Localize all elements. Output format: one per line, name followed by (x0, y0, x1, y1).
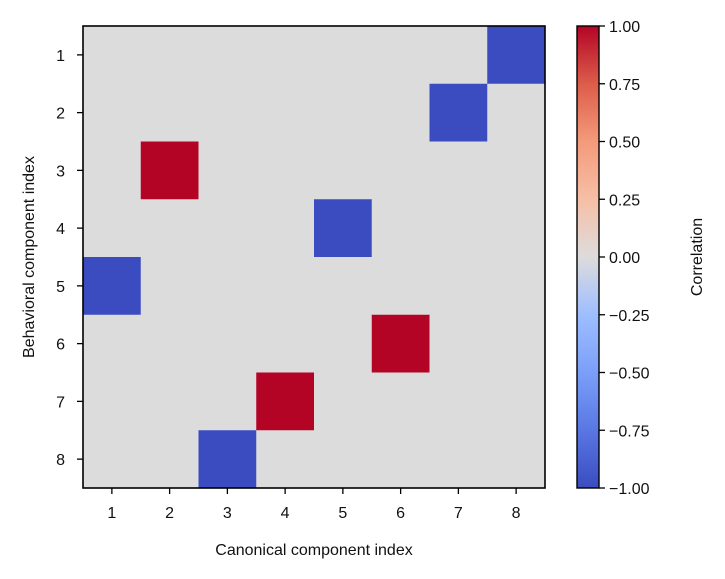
heatmap-cell (314, 314, 373, 373)
x-axis-label: Canonical component index (215, 542, 412, 559)
colorbar-tick-label: 0.25 (609, 192, 640, 209)
colorbar-tick-label: −0.75 (609, 423, 650, 440)
heatmap-cell (429, 430, 488, 489)
heatmap-cell (429, 314, 488, 373)
heatmap-cell (429, 26, 488, 85)
plot-frame (82, 25, 546, 489)
heatmap-cell (83, 26, 142, 85)
heatmap-cell (371, 199, 430, 258)
heatmap-cell (140, 372, 199, 431)
colorbar-ticks: 1.00 0.75 0.50 0.25 0.00 −0.25 −0.50 −0.75 −1.00 (599, 19, 650, 498)
heatmap-cell (83, 199, 142, 258)
heatmap-cell (371, 314, 430, 373)
colorbar-tick-label: −0.25 (609, 308, 650, 325)
heatmap-cell (487, 314, 546, 373)
heatmap-cell (487, 199, 546, 258)
heatmap-cell (487, 257, 546, 316)
heatmap-cell (371, 372, 430, 431)
heatmap-cell (256, 199, 315, 258)
heatmap-cell (487, 430, 546, 489)
heatmap-cell (83, 83, 142, 142)
heatmap-cell (198, 372, 257, 431)
heatmap-cells (83, 26, 546, 489)
heatmap-cell (256, 257, 315, 316)
heatmap-cell (371, 26, 430, 85)
heatmap-cell (314, 430, 373, 489)
heatmap-cell (198, 141, 257, 200)
colorbar-tick-label: 0.50 (609, 135, 640, 152)
y-tick-label: 4 (56, 221, 65, 238)
heatmap-cell (256, 83, 315, 142)
y-tick-label: 2 (56, 106, 65, 123)
heatmap-cell (140, 199, 199, 258)
heatmap-cell (83, 430, 142, 489)
heatmap-cell (371, 141, 430, 200)
x-tick-label: 6 (396, 505, 405, 522)
heatmap-cell (140, 83, 199, 142)
x-tick-label: 4 (281, 505, 290, 522)
y-tick-label: 7 (56, 394, 65, 411)
colorbar (576, 25, 600, 489)
y-axis-label: Behavioral component index (21, 156, 38, 358)
colorbar-tick-label: −1.00 (609, 481, 650, 498)
heatmap-cell (371, 257, 430, 316)
heatmap-cell (314, 199, 373, 258)
x-tick-label: 8 (512, 505, 521, 522)
heatmap-cell (256, 26, 315, 85)
heatmap-cell (83, 257, 142, 316)
heatmap-cell (256, 141, 315, 200)
colorbar-label: Correlation (689, 218, 706, 296)
heatmap-cell (487, 83, 546, 142)
y-tick-label: 3 (56, 163, 65, 180)
heatmap-cell (314, 83, 373, 142)
heatmap-cell (429, 141, 488, 200)
heatmap-cell (314, 141, 373, 200)
x-tick-label: 1 (107, 505, 116, 522)
heatmap-cell (429, 199, 488, 258)
y-tick-label: 5 (56, 279, 65, 296)
heatmap-cell (198, 314, 257, 373)
heatmap-cell (83, 372, 142, 431)
heatmap-cell (256, 314, 315, 373)
heatmap-cell (83, 314, 142, 373)
heatmap-cell (140, 314, 199, 373)
x-axis-ticks: 1 2 3 4 5 6 7 8 (107, 488, 521, 522)
heatmap-cell (487, 26, 546, 85)
y-tick-label: 1 (56, 48, 65, 65)
y-tick-label: 6 (56, 337, 65, 354)
colorbar-tick-label: −0.50 (609, 366, 650, 383)
heatmap-cell (198, 26, 257, 85)
heatmap-cell (140, 430, 199, 489)
heatmap-cell (198, 430, 257, 489)
x-tick-label: 3 (223, 505, 232, 522)
heatmap-cell (314, 257, 373, 316)
heatmap-cell (140, 141, 199, 200)
heatmap-cell (371, 430, 430, 489)
x-tick-label: 2 (165, 505, 174, 522)
heatmap-cell (140, 257, 199, 316)
y-tick-label: 8 (56, 452, 65, 469)
heatmap-cell (487, 141, 546, 200)
heatmap-cell (198, 199, 257, 258)
heatmap-cell (314, 372, 373, 431)
heatmap-cell (429, 257, 488, 316)
heatmap-cell (256, 430, 315, 489)
x-tick-label: 7 (454, 505, 463, 522)
colorbar-tick-label: 0.75 (609, 77, 640, 94)
y-axis-ticks: 1 2 3 4 5 6 7 8 (56, 48, 83, 469)
heatmap-cell (198, 257, 257, 316)
x-tick-label: 5 (338, 505, 347, 522)
heatmap-cell (83, 141, 142, 200)
heatmap-cell (314, 26, 373, 85)
colorbar-tick-label: 1.00 (609, 19, 640, 36)
heatmap-cell (371, 83, 430, 142)
heatmap-cell (198, 83, 257, 142)
heatmap-cell (429, 83, 488, 142)
heatmap-cell (429, 372, 488, 431)
heatmap-cell (140, 26, 199, 85)
heatmap-cell (487, 372, 546, 431)
heatmap-cell (256, 372, 315, 431)
colorbar-tick-label: 0.00 (609, 250, 640, 267)
